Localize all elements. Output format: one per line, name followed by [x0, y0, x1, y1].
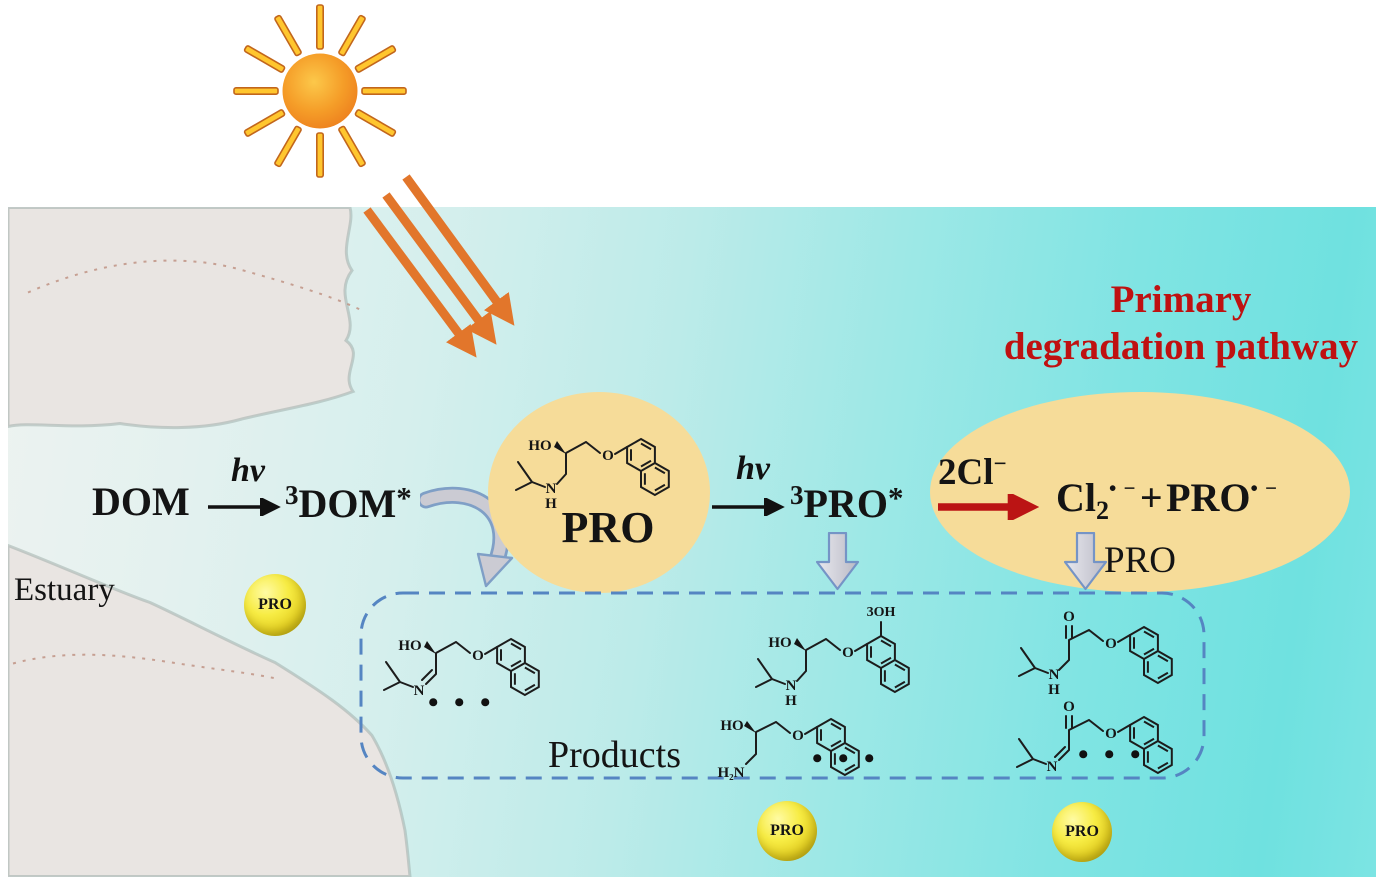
radical-products-label: Cl2• − + PRO• − — [1056, 478, 1278, 524]
triplet-dom-sup: 3 — [285, 480, 299, 510]
prod1-o-label: O — [472, 648, 484, 664]
triplet-dom-label: 3DOM* — [285, 482, 412, 524]
pro-o-label: O — [602, 448, 614, 464]
down-arrow-2 — [1064, 532, 1108, 591]
land-upper-left — [8, 207, 356, 430]
prod5-n-label: N — [1047, 759, 1058, 775]
chloride-label: 2Cl− — [938, 452, 1007, 491]
product-structure-ketone-amine: O N H O — [1018, 609, 1173, 698]
pro-reformed-label: PRO — [1104, 540, 1176, 581]
estuary-map — [8, 207, 412, 877]
hv-label-1: hv — [231, 452, 265, 489]
sun-body — [282, 53, 358, 129]
pro-ball-estuary: PRO — [244, 574, 306, 636]
pro-radical-base: PRO — [1166, 475, 1251, 520]
products-label: Products — [548, 734, 681, 776]
reaction-arrow-1 — [208, 498, 281, 516]
triplet-pro-star: * — [887, 480, 904, 515]
sun-rays — [233, 4, 407, 178]
prod3-ho-label: HO — [720, 718, 743, 734]
prod3-o-label: O — [792, 728, 804, 744]
down-arrow-1 — [816, 532, 860, 591]
prod4-n-label: N — [1049, 667, 1060, 683]
products-box-border — [359, 591, 1206, 780]
pro-ho-label: HO — [528, 438, 551, 454]
sun-icon — [233, 4, 407, 178]
plus-sign: + — [1139, 475, 1163, 520]
pro-ellipse — [488, 392, 710, 593]
prod3-h2n-label: H₂N — [718, 765, 745, 781]
prod2-h-label: H — [785, 693, 797, 709]
cl2-radical-sup: • − — [1109, 476, 1137, 500]
pathway-ellipse — [930, 392, 1350, 592]
sunlight-beam-arrows — [363, 174, 515, 358]
prod4-h-label: H — [1048, 682, 1060, 698]
map-boundary-line-top — [27, 259, 361, 311]
prod4-ketone-o-label: O — [1063, 609, 1075, 625]
map-boundary-line-bottom — [12, 653, 277, 680]
ellipsis-2: • • • — [812, 742, 879, 775]
hv-label-2: hv — [736, 450, 770, 487]
ellipsis-3: • • • — [1078, 738, 1145, 771]
prod5-o-label: O — [1105, 726, 1117, 742]
prod2-n-label: N — [786, 678, 797, 694]
product-structure-hydroxy: 3OH HO N H O — [755, 605, 910, 709]
pro-ball-bottom-right: PRO — [1052, 802, 1112, 862]
primary-pathway-title: Primary degradation pathway — [988, 276, 1374, 370]
product-structure-amine: HO H₂N O — [718, 718, 860, 781]
prod5-ketone-o-label: O — [1063, 699, 1075, 715]
title-line-1: Primary — [1110, 278, 1252, 321]
pro-n-label: N — [546, 481, 557, 497]
triplet-pro-sup: 3 — [790, 480, 804, 510]
pro-name-label: PRO — [561, 503, 655, 552]
prod1-ho-label: HO — [398, 638, 421, 654]
pro-ball-bottom-left: PRO — [757, 801, 817, 861]
prod2-o-label: O — [842, 645, 854, 661]
chloride-minus: − — [993, 451, 1007, 476]
pro-h-label: H — [545, 496, 557, 512]
triplet-dom-base: DOM — [298, 481, 397, 526]
estuary-label: Estuary — [14, 572, 115, 608]
molecule-propranolol: HO N H O — [515, 438, 670, 512]
cl2-base: Cl — [1056, 475, 1096, 520]
ellipsis-1: • • • — [428, 686, 495, 719]
product-structure-imine: HO N O — [383, 638, 540, 699]
product-structure-ketone-imine: O N O — [1016, 699, 1173, 775]
pro-radical-sup: • − — [1250, 476, 1279, 500]
prod1-n-label: N — [414, 683, 425, 699]
reaction-arrow-2 — [712, 498, 785, 516]
prod4-o-label: O — [1105, 636, 1117, 652]
land-lower-left — [8, 543, 412, 877]
triplet-pro-label: 3PRO* — [790, 482, 903, 524]
chloride-base: 2Cl — [938, 452, 994, 493]
prod2-ho-label: HO — [768, 635, 791, 651]
triplet-pro-base: PRO — [803, 481, 888, 526]
dom-label: DOM — [92, 479, 190, 524]
triplet-dom-star: * — [396, 480, 412, 515]
title-line-2: degradation pathway — [1003, 325, 1359, 368]
cl2-sub: 2 — [1096, 496, 1109, 525]
red-reaction-arrow — [938, 494, 1040, 520]
curved-arrow-icon — [420, 486, 514, 588]
prod2-3oh-label: 3OH — [867, 605, 896, 620]
